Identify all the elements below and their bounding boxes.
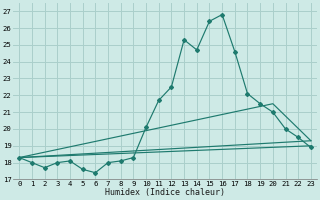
X-axis label: Humidex (Indice chaleur): Humidex (Indice chaleur) [105,188,225,197]
